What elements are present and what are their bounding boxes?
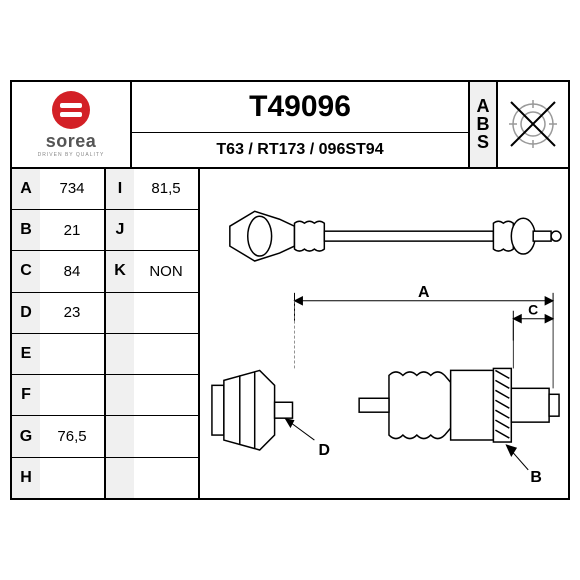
dim-c-label: C xyxy=(528,301,538,317)
val-f xyxy=(40,375,104,416)
abs-char-a: A xyxy=(477,97,490,115)
lbl-j: J xyxy=(106,210,134,251)
lbl-b: B xyxy=(12,210,40,251)
vblank4 xyxy=(134,416,198,457)
drawing-panel: A C xyxy=(200,169,568,498)
lbl-g: G xyxy=(12,416,40,457)
body-row: A B C D E F G H 734 21 84 23 76,5 xyxy=(12,169,568,498)
lbl-i: I xyxy=(106,169,134,210)
val-d: 23 xyxy=(40,293,104,334)
vblank3 xyxy=(134,375,198,416)
abs-char-s: S xyxy=(477,133,489,151)
dim-d-label: D xyxy=(319,442,331,459)
top-view xyxy=(230,211,561,261)
part-number: T49096 xyxy=(132,82,468,133)
abs-icon-cell xyxy=(498,82,568,167)
drive-shaft-drawing: A C xyxy=(200,169,568,498)
val-k: NON xyxy=(134,251,198,292)
brand-tagline: DRIVEN BY QUALITY xyxy=(38,152,105,158)
header-row: sorea DRIVEN BY QUALITY T49096 T63 / RT1… xyxy=(12,82,568,169)
lbl-k: K xyxy=(106,251,134,292)
detail-view xyxy=(212,368,559,450)
col-right-values: 81,5 NON xyxy=(134,169,198,498)
val-g: 76,5 xyxy=(40,416,104,457)
spec-table-left: A B C D E F G H 734 21 84 23 76,5 xyxy=(12,169,106,498)
dim-b xyxy=(506,445,528,470)
abs-ring-icon xyxy=(505,96,561,152)
lbl-d: D xyxy=(12,293,40,334)
lbl-c: C xyxy=(12,251,40,292)
blank4 xyxy=(106,416,134,457)
col-left-labels: A B C D E F G H xyxy=(12,169,40,498)
val-j xyxy=(134,210,198,251)
cross-reference: T63 / RT173 / 096ST94 xyxy=(132,133,468,167)
vblank5 xyxy=(134,458,198,498)
abs-label-cell: A B S xyxy=(470,82,498,167)
blank1 xyxy=(106,293,134,334)
val-i: 81,5 xyxy=(134,169,198,210)
val-a: 734 xyxy=(40,169,104,210)
val-b: 21 xyxy=(40,210,104,251)
val-h xyxy=(40,458,104,498)
spec-sheet: sorea DRIVEN BY QUALITY T49096 T63 / RT1… xyxy=(10,80,570,500)
lbl-f: F xyxy=(12,375,40,416)
spec-table-right: I J K 81,5 NON xyxy=(106,169,200,498)
brand-name: sorea xyxy=(46,131,97,152)
val-c: 84 xyxy=(40,251,104,292)
title-cell: T49096 T63 / RT173 / 096ST94 xyxy=(132,82,470,167)
val-e xyxy=(40,334,104,375)
lbl-e: E xyxy=(12,334,40,375)
vblank1 xyxy=(134,293,198,334)
lbl-h: H xyxy=(12,458,40,498)
vblank2 xyxy=(134,334,198,375)
blank3 xyxy=(106,375,134,416)
logo-cell: sorea DRIVEN BY QUALITY xyxy=(12,82,132,167)
dim-b-label: B xyxy=(530,469,542,486)
col-right-labels: I J K xyxy=(106,169,134,498)
abs-char-b: B xyxy=(477,115,490,133)
blank2 xyxy=(106,334,134,375)
logo-mark xyxy=(52,91,90,129)
blank5 xyxy=(106,458,134,498)
logo-s-bars xyxy=(60,103,82,117)
col-left-values: 734 21 84 23 76,5 xyxy=(40,169,104,498)
lbl-a: A xyxy=(12,169,40,210)
dim-a-label: A xyxy=(418,284,430,301)
